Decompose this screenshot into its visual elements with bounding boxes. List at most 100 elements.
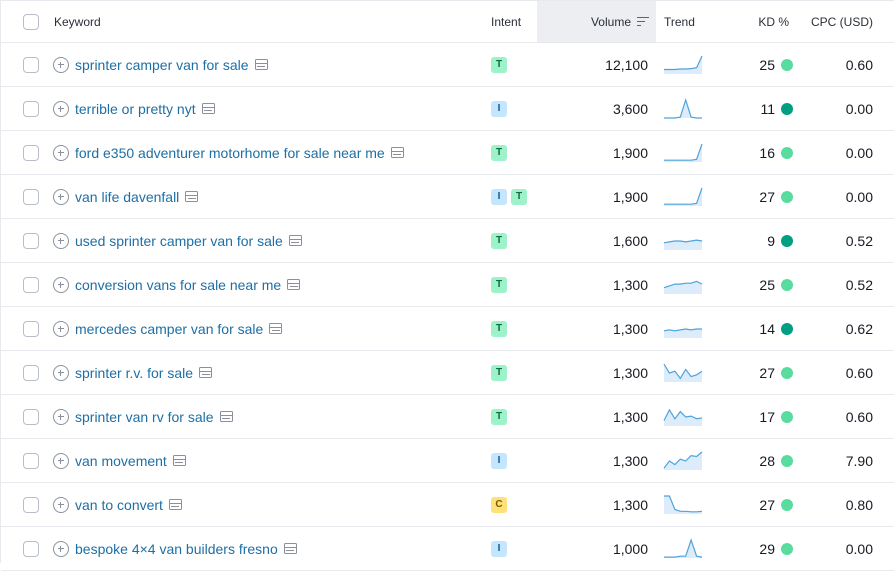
add-to-list-icon[interactable] xyxy=(53,232,69,249)
volume-column-header[interactable]: Volume xyxy=(537,1,656,42)
kd-value: 25 xyxy=(759,276,775,293)
volume-cell: 1,300 xyxy=(537,263,655,306)
serp-features-icon[interactable] xyxy=(283,543,297,554)
serp-features-icon[interactable] xyxy=(254,59,268,70)
keyword-link[interactable]: used sprinter camper van for sale xyxy=(75,232,283,249)
keyword-link[interactable]: van life davenfall xyxy=(75,188,180,205)
trend-area xyxy=(664,495,702,514)
kd-cell: 9 xyxy=(731,219,793,262)
keyword-link[interactable]: bespoke 4×4 van builders fresno xyxy=(75,540,278,557)
add-to-list-icon[interactable] xyxy=(53,496,69,513)
serp-features-icon[interactable] xyxy=(168,499,182,510)
trend-cell xyxy=(664,87,724,130)
row-checkbox[interactable] xyxy=(23,144,39,161)
keyword-cell: van movement xyxy=(53,439,483,482)
trend-sparkline xyxy=(663,451,703,470)
serp-features-icon[interactable] xyxy=(185,191,199,202)
keyword-link[interactable]: sprinter van rv for sale xyxy=(75,408,214,425)
trend-line xyxy=(663,408,703,421)
row-checkbox[interactable] xyxy=(23,276,39,293)
intent-badge: T xyxy=(491,56,507,73)
intent-badge: T xyxy=(491,364,507,381)
table-row: sprinter camper van for sale T 12,100 25… xyxy=(1,43,894,87)
intent-cell: T xyxy=(491,219,551,262)
add-to-list-icon[interactable] xyxy=(53,408,69,425)
serp-features-icon[interactable] xyxy=(390,147,404,158)
row-checkbox[interactable] xyxy=(23,56,39,73)
trend-sparkline xyxy=(664,494,703,514)
keyword-link[interactable]: ford e350 adventurer motorhome for sale … xyxy=(75,144,385,161)
row-checkbox[interactable] xyxy=(23,452,39,469)
kd-difficulty-dot xyxy=(781,366,793,379)
serp-features-icon[interactable] xyxy=(219,411,233,422)
serp-features-icon[interactable] xyxy=(287,279,301,290)
intent-badge: T xyxy=(491,276,507,293)
cpc-cell: 0.80 xyxy=(801,483,873,526)
trend-sparkline xyxy=(664,55,703,74)
add-to-list-icon[interactable] xyxy=(53,188,69,205)
kd-difficulty-dot xyxy=(781,542,793,555)
row-checkbox[interactable] xyxy=(23,188,39,205)
table-row: ford e350 adventurer motorhome for sale … xyxy=(1,131,894,175)
intent-column-header[interactable]: Intent xyxy=(491,1,551,42)
kd-value: 27 xyxy=(759,364,775,381)
keyword-cell: van to convert xyxy=(53,483,483,526)
serp-features-icon[interactable] xyxy=(172,455,186,466)
row-checkbox[interactable] xyxy=(23,232,39,249)
add-to-list-icon[interactable] xyxy=(53,364,69,381)
keyword-link[interactable]: van movement xyxy=(75,452,167,469)
kd-difficulty-dot xyxy=(781,58,793,71)
intent-badge: C xyxy=(491,496,507,513)
keyword-link[interactable]: sprinter camper van for sale xyxy=(75,56,249,73)
volume-value: 1,900 xyxy=(612,144,648,161)
row-checkbox[interactable] xyxy=(23,364,39,381)
cpc-value: 0.00 xyxy=(845,100,873,117)
serp-features-icon[interactable] xyxy=(288,235,302,246)
trend-line xyxy=(664,494,703,512)
cpc-value: 0.00 xyxy=(845,540,873,557)
keyword-column-header[interactable]: Keyword xyxy=(53,1,483,42)
keyword-link[interactable]: conversion vans for sale near me xyxy=(75,276,282,293)
add-to-list-icon[interactable] xyxy=(53,56,69,73)
select-all-checkbox[interactable] xyxy=(23,13,39,30)
keyword-link[interactable]: sprinter r.v. for sale xyxy=(75,364,194,381)
keyword-link[interactable]: van to convert xyxy=(75,496,163,513)
row-select-cell xyxy=(23,131,41,174)
sort-descending-icon[interactable] xyxy=(637,16,649,27)
keyword-link[interactable]: terrible or pretty nyt xyxy=(75,100,196,117)
row-checkbox[interactable] xyxy=(23,320,39,337)
trend-area xyxy=(664,409,702,426)
row-select-cell xyxy=(23,263,41,306)
trend-line xyxy=(663,363,703,379)
add-to-list-icon[interactable] xyxy=(53,144,69,161)
volume-value: 1,300 xyxy=(612,276,648,293)
cpc-value: 0.60 xyxy=(845,56,873,73)
row-checkbox[interactable] xyxy=(23,540,39,557)
row-checkbox[interactable] xyxy=(23,408,39,425)
table-row: used sprinter camper van for sale T 1,60… xyxy=(1,219,894,263)
add-to-list-icon[interactable] xyxy=(53,100,69,117)
add-to-list-icon[interactable] xyxy=(53,452,69,469)
add-to-list-icon[interactable] xyxy=(53,320,69,337)
kd-cell: 14 xyxy=(731,307,793,350)
kd-value: 17 xyxy=(759,408,775,425)
row-checkbox[interactable] xyxy=(23,496,39,513)
kd-column-header[interactable]: KD % xyxy=(731,1,793,42)
add-to-list-icon[interactable] xyxy=(53,276,69,293)
volume-value: 1,300 xyxy=(612,408,648,425)
trend-header-label: Trend xyxy=(664,14,695,29)
cpc-cell: 0.00 xyxy=(801,527,873,570)
trend-sparkline xyxy=(664,143,703,162)
serp-features-icon[interactable] xyxy=(199,367,213,378)
keyword-link[interactable]: mercedes camper van for sale xyxy=(75,320,264,337)
cpc-column-header[interactable]: CPC (USD) xyxy=(801,1,873,42)
add-to-list-icon[interactable] xyxy=(53,540,69,557)
table-row: mercedes camper van for sale T 1,300 14 … xyxy=(1,307,894,351)
kd-difficulty-dot xyxy=(781,410,793,423)
keyword-header-label: Keyword xyxy=(54,14,101,29)
serp-features-icon[interactable] xyxy=(201,103,215,114)
row-checkbox[interactable] xyxy=(23,100,39,117)
serp-features-icon[interactable] xyxy=(269,323,283,334)
trend-sparkline xyxy=(664,537,703,558)
cpc-value: 0.00 xyxy=(845,188,873,205)
